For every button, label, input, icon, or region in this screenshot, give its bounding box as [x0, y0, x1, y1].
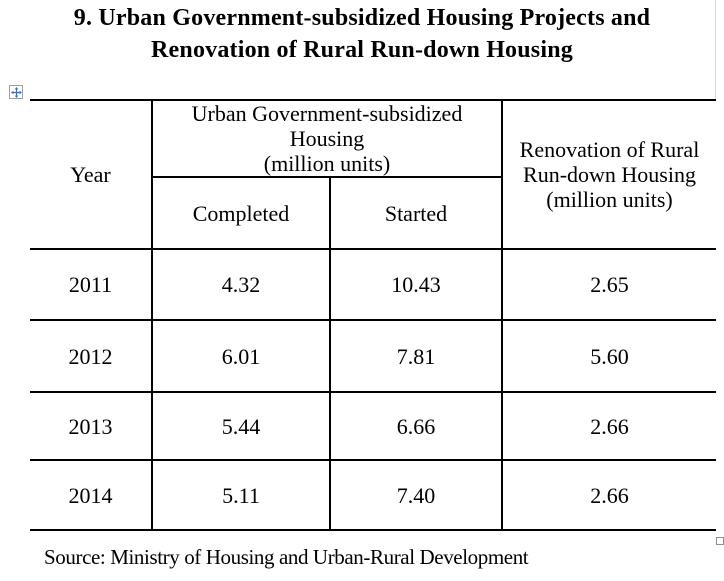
header-row-sub: Completed Started [30, 176, 716, 250]
cell-renovation-2011: 2.65 [501, 248, 716, 321]
cell-completed-2014: 5.11 [151, 459, 331, 531]
cell-completed-2013: 5.44 [151, 391, 331, 461]
cell-renovation-2014: 2.66 [501, 459, 716, 531]
move-arrows-icon [10, 86, 22, 98]
table-move-handle[interactable] [9, 85, 23, 99]
page-title: 9. Urban Government-subsidized Housing P… [0, 2, 724, 66]
page-title-line2: Renovation of Rural Run-down Housing [151, 37, 573, 63]
year-header-label: Year [70, 162, 111, 187]
cell-started-2012: 7.81 [329, 319, 503, 393]
renovation-header-line3: (million units) [546, 187, 673, 212]
cell-started-2011: 10.43 [329, 248, 503, 321]
page-title-line1: 9. Urban Government-subsidized Housing P… [73, 5, 651, 31]
table-row-2012: 2012 6.01 7.81 5.60 [30, 319, 716, 393]
table-row-2014: 2014 5.11 7.40 2.66 [30, 459, 716, 531]
renovation-header-line1: Renovation of Rural [519, 137, 700, 162]
started-header-cell: Started [329, 176, 503, 250]
cell-year-2012: 2012 [30, 319, 153, 393]
cell-renovation-2012: 5.60 [501, 319, 716, 393]
source-note: Source: Ministry of Housing and Urban-Ru… [44, 545, 529, 569]
page-boundary-line [715, 0, 716, 99]
cell-year-2011: 2011 [30, 248, 153, 321]
cell-completed-2011: 4.32 [151, 248, 331, 321]
table-row-2013: 2013 5.44 6.66 2.66 [30, 391, 716, 461]
urban-group-header-cell: Urban Government-subsidized Housing (mil… [151, 99, 503, 178]
renovation-header-line2: Run-down Housing [523, 162, 696, 187]
table-row-2011: 2011 4.32 10.43 2.65 [30, 248, 716, 321]
year-header-cell: Year [30, 99, 153, 250]
housing-table: Year Urban Government-subsidized Housing… [30, 99, 716, 531]
cell-started-2014: 7.40 [329, 459, 503, 531]
urban-group-unit: (million units) [263, 151, 391, 176]
urban-group-title: Urban Government-subsidized Housing [191, 101, 463, 151]
renovation-header-cell: Renovation of Rural Run-down Housing (mi… [501, 99, 716, 250]
table-resize-handle[interactable] [716, 537, 724, 545]
cell-started-2013: 6.66 [329, 391, 503, 461]
completed-header-cell: Completed [151, 176, 331, 250]
header-row-group: Year Urban Government-subsidized Housing… [30, 99, 716, 250]
cell-renovation-2013: 2.66 [501, 391, 716, 461]
cell-completed-2012: 6.01 [151, 319, 331, 393]
cell-year-2014: 2014 [30, 459, 153, 531]
cell-year-2013: 2013 [30, 391, 153, 461]
